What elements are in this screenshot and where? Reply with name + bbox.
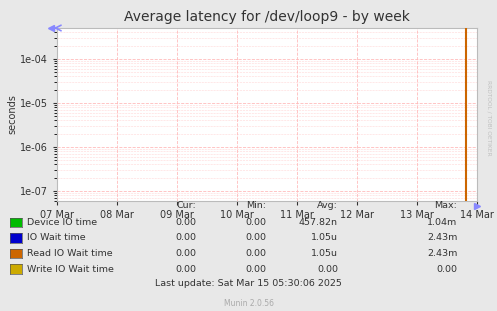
Text: 1.05u: 1.05u (311, 249, 338, 258)
Text: Cur:: Cur: (176, 201, 196, 210)
Text: Max:: Max: (434, 201, 457, 210)
Text: RRDTOOL / TOBI OETIKER: RRDTOOL / TOBI OETIKER (486, 80, 491, 156)
Y-axis label: seconds: seconds (7, 94, 17, 134)
Text: 1.04m: 1.04m (427, 218, 457, 227)
Text: Last update: Sat Mar 15 05:30:06 2025: Last update: Sat Mar 15 05:30:06 2025 (155, 279, 342, 287)
Text: Read IO Wait time: Read IO Wait time (27, 249, 113, 258)
Text: 0.00: 0.00 (245, 265, 266, 273)
Text: Device IO time: Device IO time (27, 218, 97, 227)
Text: 457.82n: 457.82n (299, 218, 338, 227)
Text: 0.00: 0.00 (245, 249, 266, 258)
Text: 1.05u: 1.05u (311, 234, 338, 242)
Text: 0.00: 0.00 (245, 234, 266, 242)
Text: 0.00: 0.00 (175, 265, 196, 273)
Text: 0.00: 0.00 (245, 218, 266, 227)
Text: 0.00: 0.00 (175, 218, 196, 227)
Text: IO Wait time: IO Wait time (27, 234, 86, 242)
Text: Munin 2.0.56: Munin 2.0.56 (224, 299, 273, 308)
Title: Average latency for /dev/loop9 - by week: Average latency for /dev/loop9 - by week (124, 10, 410, 24)
Text: Write IO Wait time: Write IO Wait time (27, 265, 114, 273)
Text: 0.00: 0.00 (175, 249, 196, 258)
Text: 2.43m: 2.43m (427, 249, 457, 258)
Text: 0.00: 0.00 (175, 234, 196, 242)
Text: 0.00: 0.00 (436, 265, 457, 273)
Text: Avg:: Avg: (317, 201, 338, 210)
Text: Min:: Min: (246, 201, 266, 210)
Text: 0.00: 0.00 (317, 265, 338, 273)
Text: 2.43m: 2.43m (427, 234, 457, 242)
